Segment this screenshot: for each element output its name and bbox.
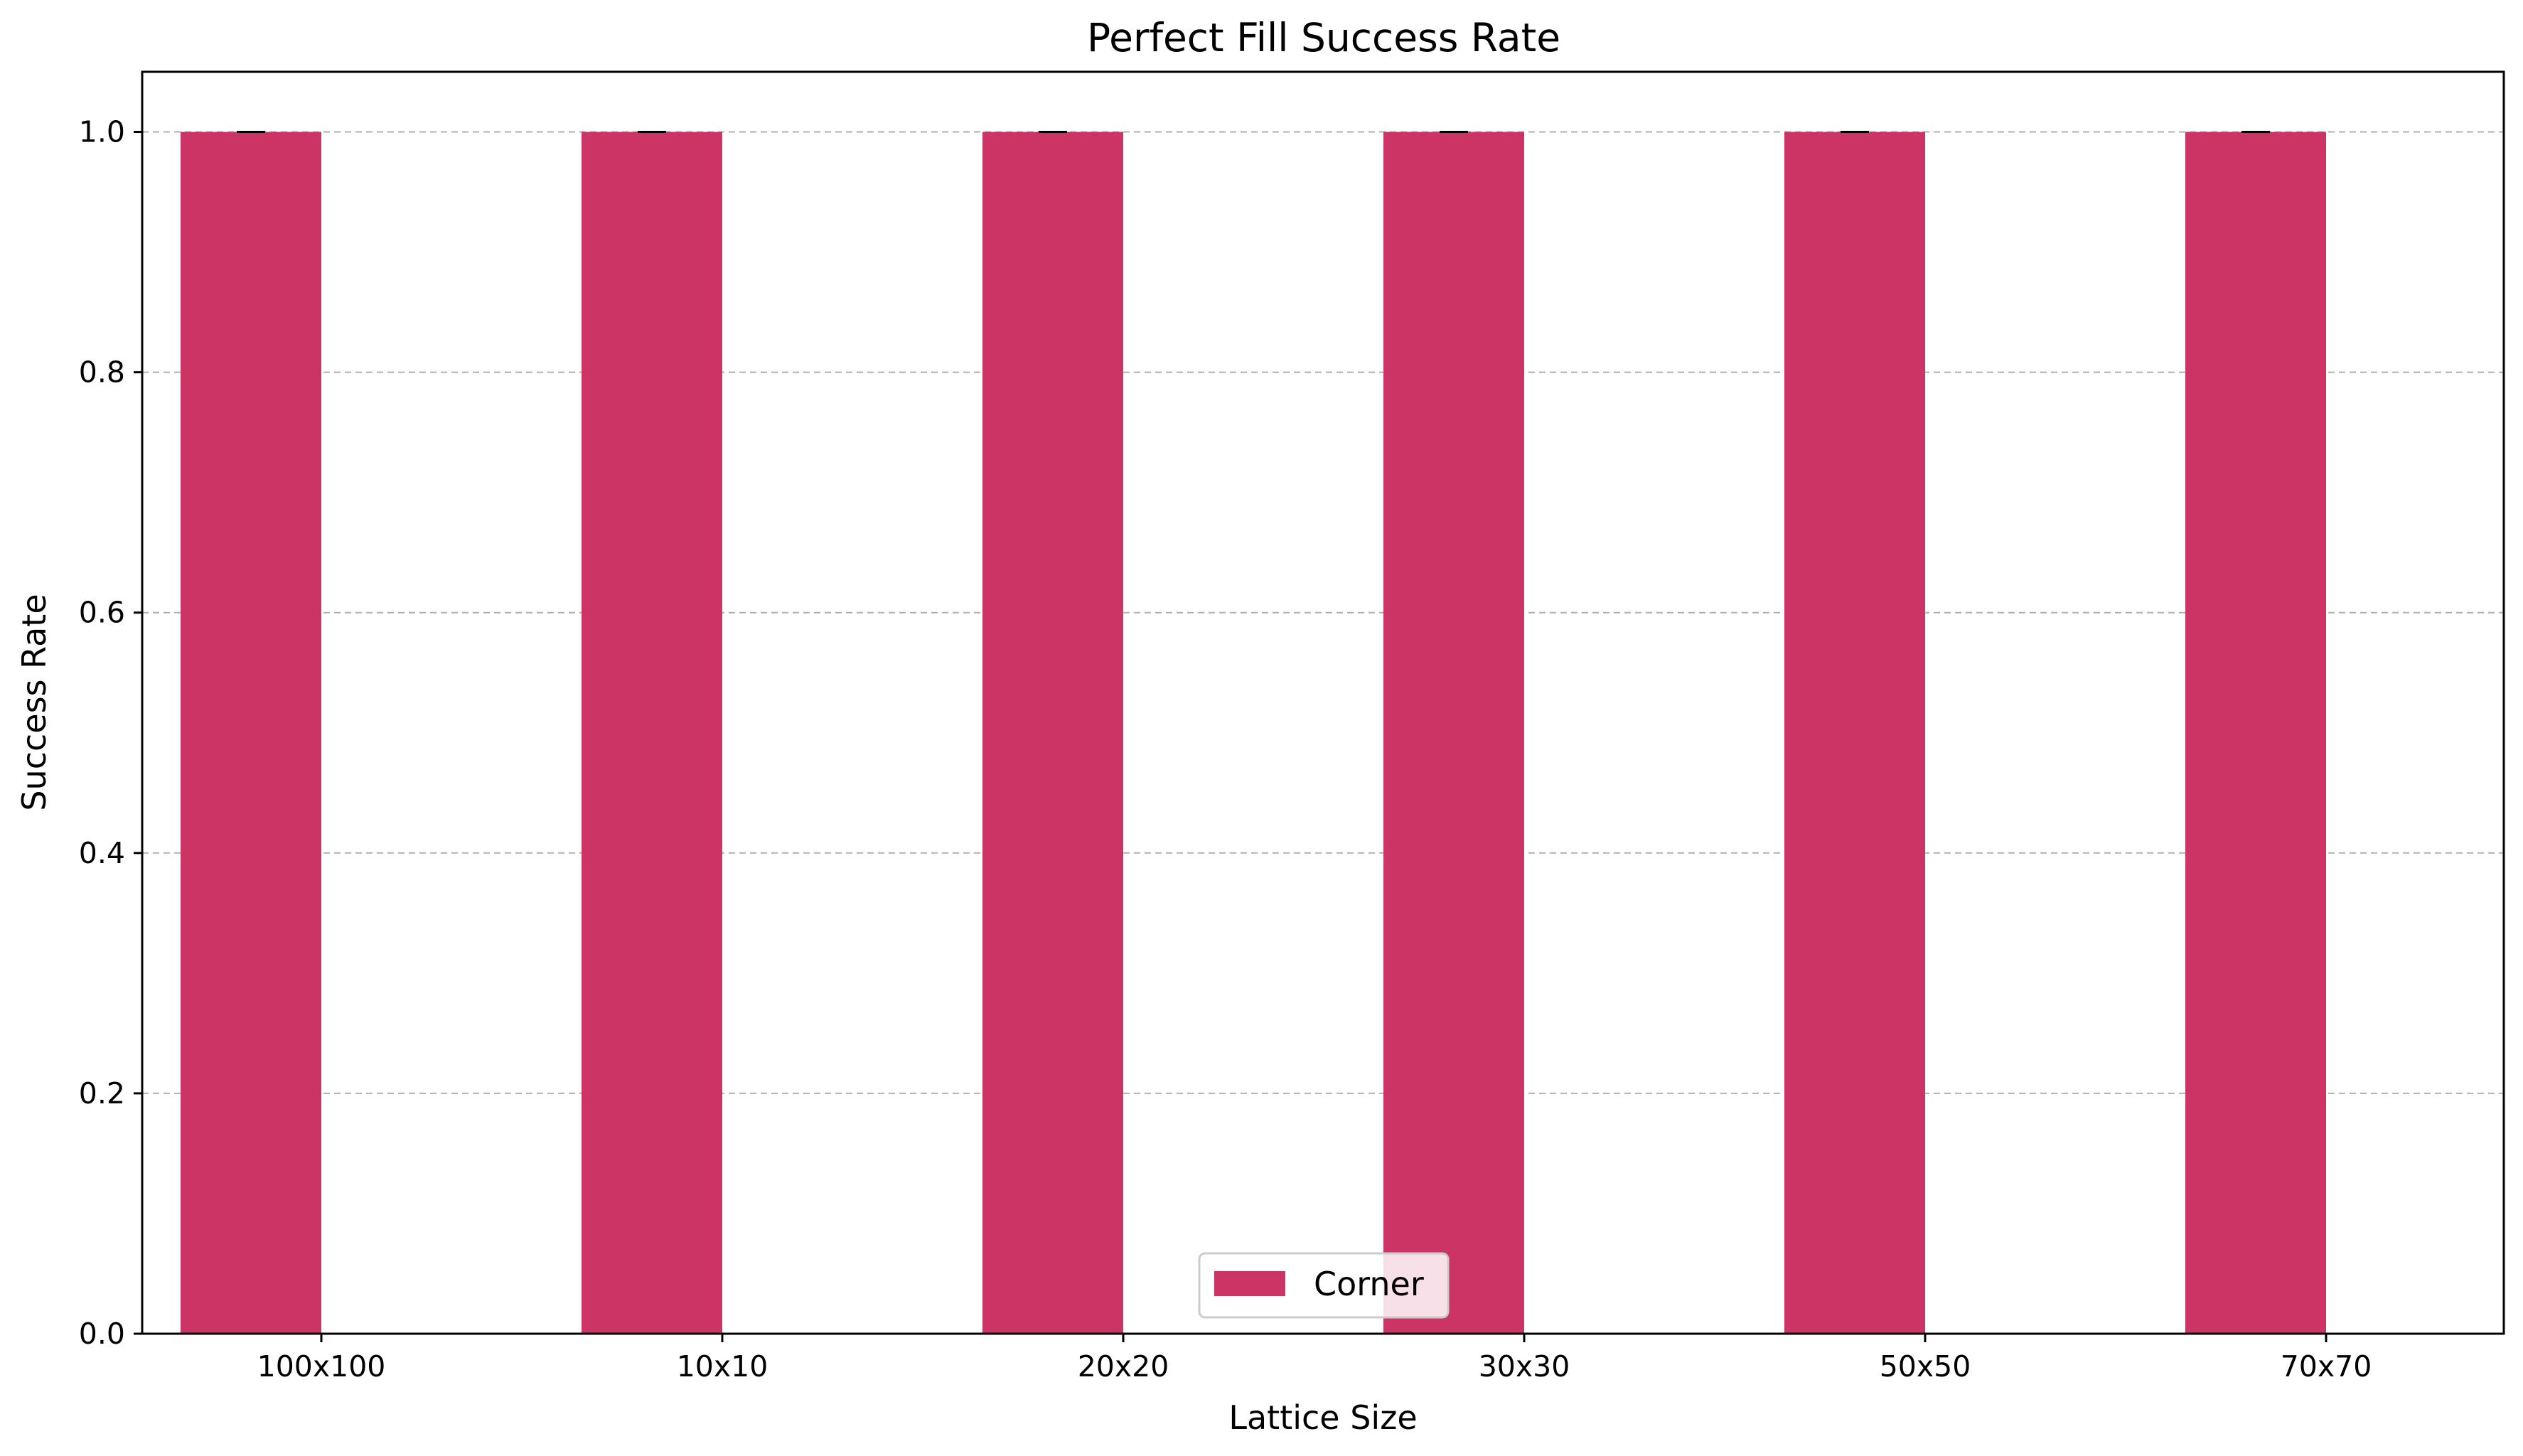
bar-10x10	[582, 132, 722, 1334]
bar-50x50	[1784, 132, 1925, 1334]
y-tick-label: 1.0	[79, 115, 125, 149]
y-tick-label: 0.4	[79, 836, 125, 870]
legend: Corner	[1198, 1252, 1450, 1319]
y-tick-label: 0.0	[79, 1317, 125, 1351]
y-tick-label: 0.6	[79, 596, 125, 630]
x-tick-label-10x10: 10x10	[677, 1349, 768, 1383]
x-axis-label: Lattice Size	[1228, 1398, 1417, 1437]
bar-100x100	[181, 132, 321, 1334]
y-axis-ticks: 0.0 0.2 0.4 0.6 0.8 1.0	[79, 115, 142, 1351]
y-tick-label: 0.8	[79, 355, 125, 390]
legend-frame	[1198, 1252, 1450, 1319]
chart-title: Perfect Fill Success Rate	[1087, 15, 1560, 60]
legend-swatch	[1214, 1271, 1285, 1296]
x-axis-ticks: 100x100 10x10 20x20 30x30 50x50 70x70	[257, 1334, 2372, 1383]
y-tick-label: 0.2	[79, 1076, 125, 1110]
x-tick-label-20x20: 20x20	[1078, 1349, 1169, 1383]
plot-area-frame	[141, 70, 2505, 1335]
x-tick-label-70x70: 70x70	[2281, 1349, 2372, 1383]
gridlines	[142, 131, 2504, 1094]
x-tick-label-30x30: 30x30	[1479, 1349, 1570, 1383]
y-axis-label: Success Rate	[15, 594, 53, 810]
bar-30x30	[1383, 132, 1524, 1334]
legend-label: Corner	[1314, 1265, 1424, 1303]
x-tick-label-50x50: 50x50	[1880, 1349, 1971, 1383]
bar-20x20	[982, 132, 1123, 1334]
x-tick-label-100x100: 100x100	[257, 1349, 386, 1383]
bars	[181, 132, 2326, 1334]
bar-70x70	[2185, 132, 2326, 1334]
